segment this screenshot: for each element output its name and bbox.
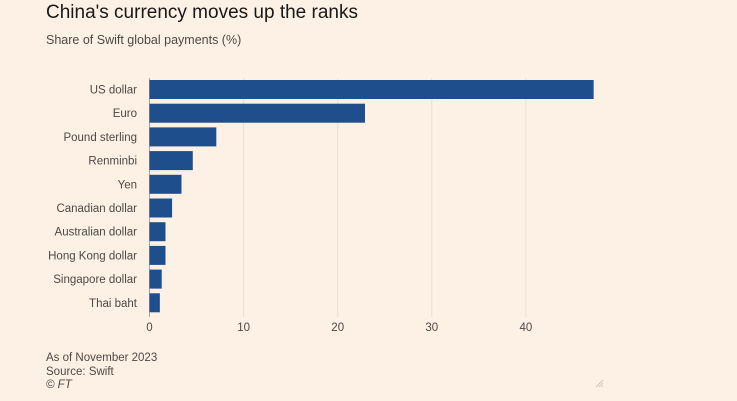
x-tick-label: 30 xyxy=(425,322,438,334)
footnote: As of November 2023 xyxy=(46,352,158,364)
bar xyxy=(149,222,166,242)
bar xyxy=(149,293,160,313)
category-label: Euro xyxy=(113,108,137,120)
chart-footer: As of November 2023 Source: Swift © FT xyxy=(46,352,157,393)
bar xyxy=(149,127,217,147)
category-label: Australian dollar xyxy=(55,227,138,239)
category-label: Canadian dollar xyxy=(56,203,137,215)
category-label: Renminbi xyxy=(88,156,137,168)
bars xyxy=(149,80,594,313)
x-tick-label: 20 xyxy=(331,322,344,334)
category-labels: US dollar Euro Pound sterling Renminbi Yen Ca… xyxy=(48,85,138,310)
chart-title: China's currency moves up the ranks xyxy=(46,2,358,23)
bar xyxy=(149,174,182,194)
category-label: Pound sterling xyxy=(63,132,137,144)
bar xyxy=(149,245,166,265)
x-tick-label: 10 xyxy=(237,322,250,334)
x-tick-label: 40 xyxy=(520,322,533,334)
ft-copyright: © FT xyxy=(46,379,72,391)
category-label: Yen xyxy=(118,179,137,191)
category-label: Hong Kong dollar xyxy=(48,250,137,262)
bar xyxy=(149,80,594,99)
category-label: US dollar xyxy=(90,85,137,97)
bar xyxy=(149,269,162,289)
x-axis-tick-labels: 0 10 20 30 40 xyxy=(146,322,532,334)
bar xyxy=(149,151,193,171)
category-label: Singapore dollar xyxy=(53,274,137,286)
resize-grip-icon[interactable] xyxy=(594,378,604,388)
chart-subtitle: Share of Swift global payments (%) xyxy=(46,33,242,47)
bar xyxy=(149,103,365,123)
bar xyxy=(149,198,173,218)
category-label: Thai baht xyxy=(89,298,138,310)
x-tick-label: 0 xyxy=(146,322,152,334)
source-note: Source: Swift xyxy=(46,365,114,378)
